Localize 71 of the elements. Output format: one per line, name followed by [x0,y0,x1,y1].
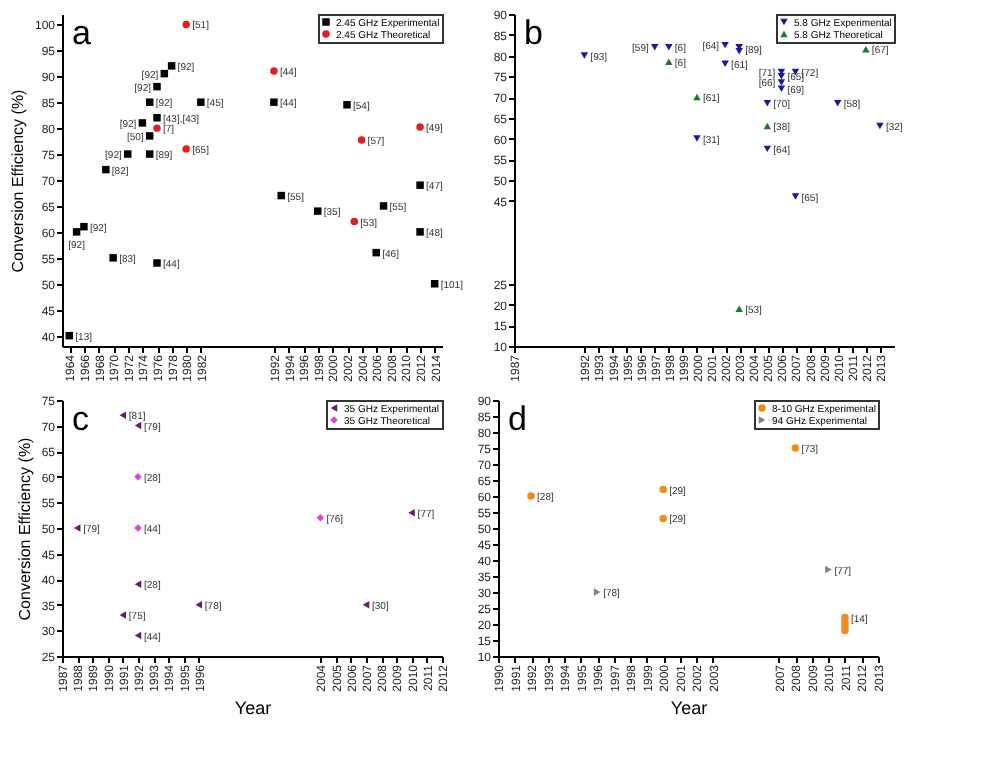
point [651,43,659,51]
point [735,48,743,55]
point [357,136,366,144]
annotation: a [72,14,92,52]
point [350,217,359,226]
point [153,82,161,91]
point [763,145,772,153]
annotation: c [72,400,90,438]
point [763,122,772,130]
point [693,93,701,101]
point [372,248,380,257]
point [665,43,673,51]
x-axis-title: Year [234,697,272,718]
point [659,485,667,494]
point [277,191,285,200]
point [182,145,190,153]
point [119,411,127,420]
point [153,114,161,122]
point [124,150,132,158]
point [270,98,278,106]
point [527,492,535,500]
point [134,580,142,589]
point [316,514,325,522]
point [416,123,424,131]
point [153,259,161,267]
annotation: d [508,400,527,438]
point [777,85,786,92]
point [182,20,190,29]
point [416,228,424,236]
point [825,565,832,574]
point [580,52,589,59]
point [195,601,203,609]
point [138,119,147,127]
point [270,67,278,75]
point [153,124,161,132]
point [665,58,673,65]
point [777,79,786,86]
point [862,46,870,53]
point [145,98,154,106]
point [72,228,81,236]
point [102,165,110,174]
point [343,101,351,109]
point [145,132,154,140]
point [721,41,729,49]
point [109,254,117,262]
point [416,181,424,189]
y-axis-title: Conversion Efficiency (%) [15,436,34,621]
point [408,508,415,517]
point [314,207,322,215]
annotation: b [524,14,543,52]
point [659,514,667,523]
point [791,193,800,200]
x-axis-title: Year [670,697,708,718]
point [145,150,154,158]
y-axis-title: Conversion Efficiency (%) [8,88,27,273]
point [134,631,142,640]
point [693,135,701,142]
point [167,62,176,70]
point [735,305,743,312]
point [763,99,772,107]
point [362,601,370,609]
point [833,99,842,107]
point [777,73,786,80]
point [379,202,388,210]
point [791,444,800,452]
point [197,98,205,106]
point [80,222,88,231]
point [134,421,142,430]
point [593,588,601,596]
point [876,122,884,130]
point [119,611,127,619]
